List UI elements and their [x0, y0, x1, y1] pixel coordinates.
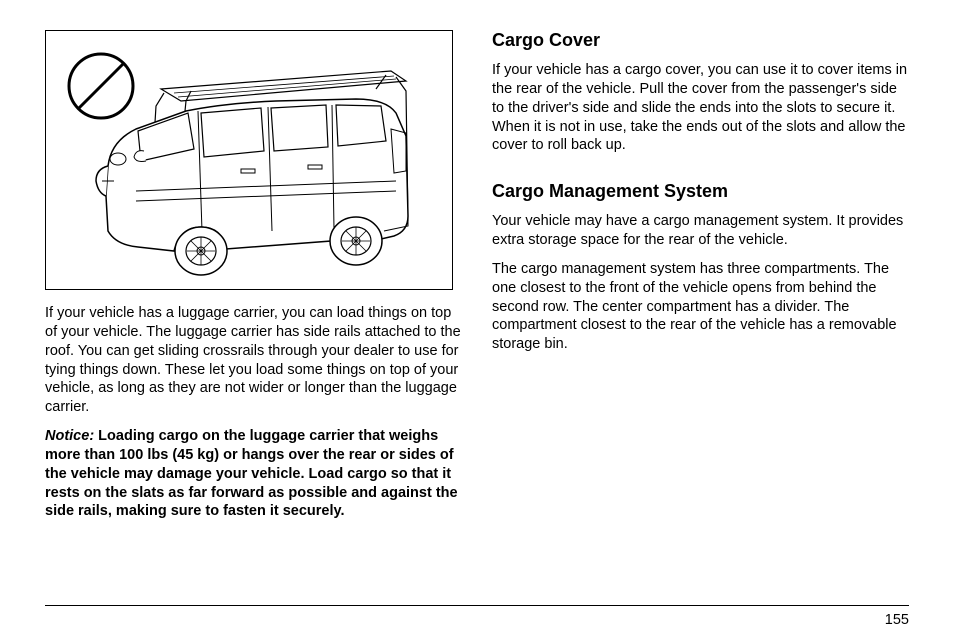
footer-rule: [45, 605, 909, 606]
left-column: If your vehicle has a luggage carrier, y…: [45, 30, 462, 585]
heading-cargo-management: Cargo Management System: [492, 181, 909, 202]
luggage-carrier-paragraph: If your vehicle has a luggage carrier, y…: [45, 304, 462, 417]
cargo-mgmt-para-2: The cargo management system has three co…: [492, 260, 909, 354]
cargo-mgmt-para-1: Your vehicle may have a cargo management…: [492, 212, 909, 250]
notice-paragraph: Notice: Loading cargo on the luggage car…: [45, 427, 462, 521]
heading-cargo-cover: Cargo Cover: [492, 30, 909, 51]
vehicle-illustration: [45, 30, 453, 290]
page-content: If your vehicle has a luggage carrier, y…: [45, 30, 909, 585]
cargo-cover-paragraph: If your vehicle has a cargo cover, you c…: [492, 61, 909, 155]
minivan-svg: [46, 31, 454, 291]
notice-body: Loading cargo on the luggage carrier tha…: [45, 428, 458, 519]
page-number: 155: [885, 612, 909, 628]
notice-label: Notice:: [45, 428, 94, 444]
right-column: Cargo Cover If your vehicle has a cargo …: [492, 30, 909, 585]
